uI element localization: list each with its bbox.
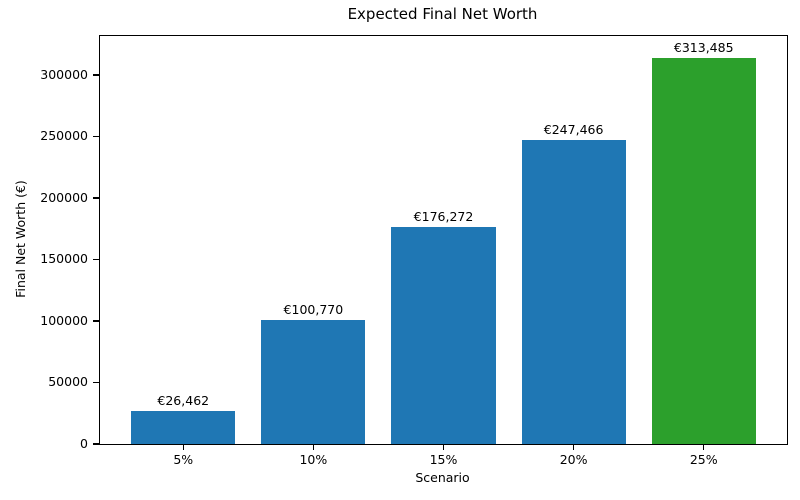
y-tick-mark bbox=[93, 443, 99, 445]
bar-15% bbox=[391, 227, 496, 444]
y-tick-mark bbox=[93, 197, 99, 199]
x-tick-label: 25% bbox=[689, 452, 718, 467]
y-tick-label: 300000 bbox=[40, 66, 88, 82]
bar-value-label: €100,770 bbox=[283, 302, 344, 318]
bar-20% bbox=[521, 139, 626, 444]
x-tick-label: 20% bbox=[559, 452, 588, 467]
x-tick-mark bbox=[442, 445, 445, 450]
y-tick-label: 50000 bbox=[48, 374, 88, 390]
bar-value-label: €247,466 bbox=[543, 121, 604, 137]
x-tick-mark bbox=[312, 445, 314, 450]
y-tick-label: 0 bbox=[80, 436, 88, 451]
y-tick-mark bbox=[93, 381, 99, 384]
y-tick-mark bbox=[93, 320, 99, 322]
x-tick-label: 15% bbox=[429, 452, 458, 467]
x-tick-label: 10% bbox=[299, 452, 328, 467]
x-tick-mark bbox=[703, 445, 705, 450]
chart-title: Expected Final Net Worth bbox=[347, 5, 538, 23]
y-tick-label: 150000 bbox=[40, 251, 88, 267]
y-tick-mark bbox=[93, 135, 99, 138]
bar-10% bbox=[261, 320, 366, 444]
y-tick-label: 100000 bbox=[40, 312, 88, 328]
y-tick-label: 250000 bbox=[40, 128, 88, 144]
x-tick-mark bbox=[182, 445, 184, 450]
bar-value-label: €26,462 bbox=[157, 393, 210, 409]
bar-25% bbox=[651, 58, 756, 444]
y-tick-mark bbox=[93, 74, 99, 76]
y-tick-label: 200000 bbox=[40, 189, 88, 205]
x-tick-label: 5% bbox=[173, 452, 194, 467]
x-axis-label: Scenario bbox=[415, 470, 470, 485]
bar-value-label: €313,485 bbox=[673, 40, 734, 56]
bar-value-label: €176,272 bbox=[413, 209, 474, 225]
y-tick-mark bbox=[93, 258, 99, 261]
x-tick-mark bbox=[573, 445, 575, 450]
bar-5% bbox=[131, 411, 236, 444]
plot-area: €26,462 5% €100,770 10% €176,272 15% €247,466 2… bbox=[40, 35, 788, 467]
